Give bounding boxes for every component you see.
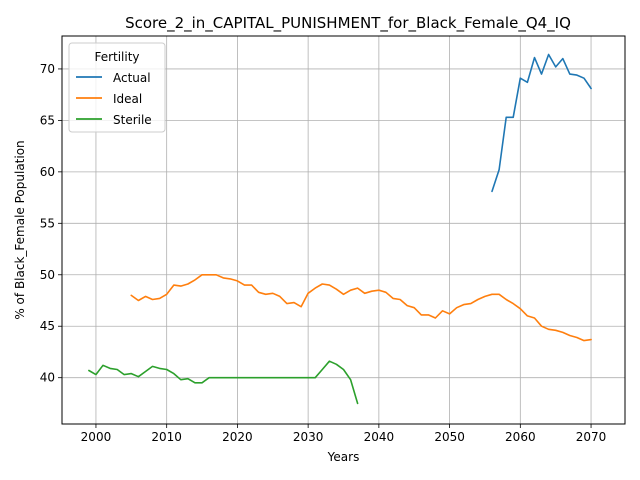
y-tick-label: 50 (40, 268, 55, 282)
x-tick-label: 2060 (505, 430, 536, 444)
legend-entry: Sterile (76, 113, 152, 127)
legend-label-sterile: Sterile (113, 113, 152, 127)
x-tick-label: 2010 (151, 430, 182, 444)
legend: Fertility Actual Ideal Sterile (68, 42, 166, 133)
x-tick-label: 2040 (364, 430, 395, 444)
series-line-actual (491, 53, 592, 193)
y-tick-label: 70 (40, 62, 55, 76)
series-line-ideal (130, 273, 592, 342)
x-axis-label: Years (327, 450, 360, 464)
plot-area-frame (61, 35, 626, 425)
legend-entry: Ideal (76, 92, 142, 106)
legend-label-actual: Actual (113, 71, 151, 85)
series-lines (88, 53, 592, 405)
x-tick-label: 2020 (222, 430, 253, 444)
grid-lines (62, 36, 625, 424)
y-tick-label: 55 (40, 216, 55, 230)
chart-title: Score_2_in_CAPITAL_PUNISHMENT_for_Black_… (125, 14, 571, 33)
y-axis-label: % of Black_Female Population (13, 140, 27, 319)
legend-box (68, 42, 166, 133)
x-tick-label: 2000 (81, 430, 112, 444)
x-tick-label: 2030 (293, 430, 324, 444)
y-tick-label: 40 (40, 371, 55, 385)
x-tick-label: 2070 (576, 430, 607, 444)
y-tick-label: 65 (40, 113, 55, 127)
y-tick-label: 60 (40, 165, 55, 179)
x-axis-ticks: 2000 2010 2020 2030 2040 2050 2060 2070 (81, 424, 607, 444)
x-tick-label: 2050 (434, 430, 465, 444)
y-tick-label: 45 (40, 319, 55, 333)
series-line-sterile (88, 360, 359, 405)
y-axis-ticks: 40 45 50 55 60 65 70 (40, 62, 62, 385)
legend-label-ideal: Ideal (113, 92, 142, 106)
legend-title: Fertility (94, 50, 139, 64)
legend-entry: Actual (76, 71, 151, 85)
